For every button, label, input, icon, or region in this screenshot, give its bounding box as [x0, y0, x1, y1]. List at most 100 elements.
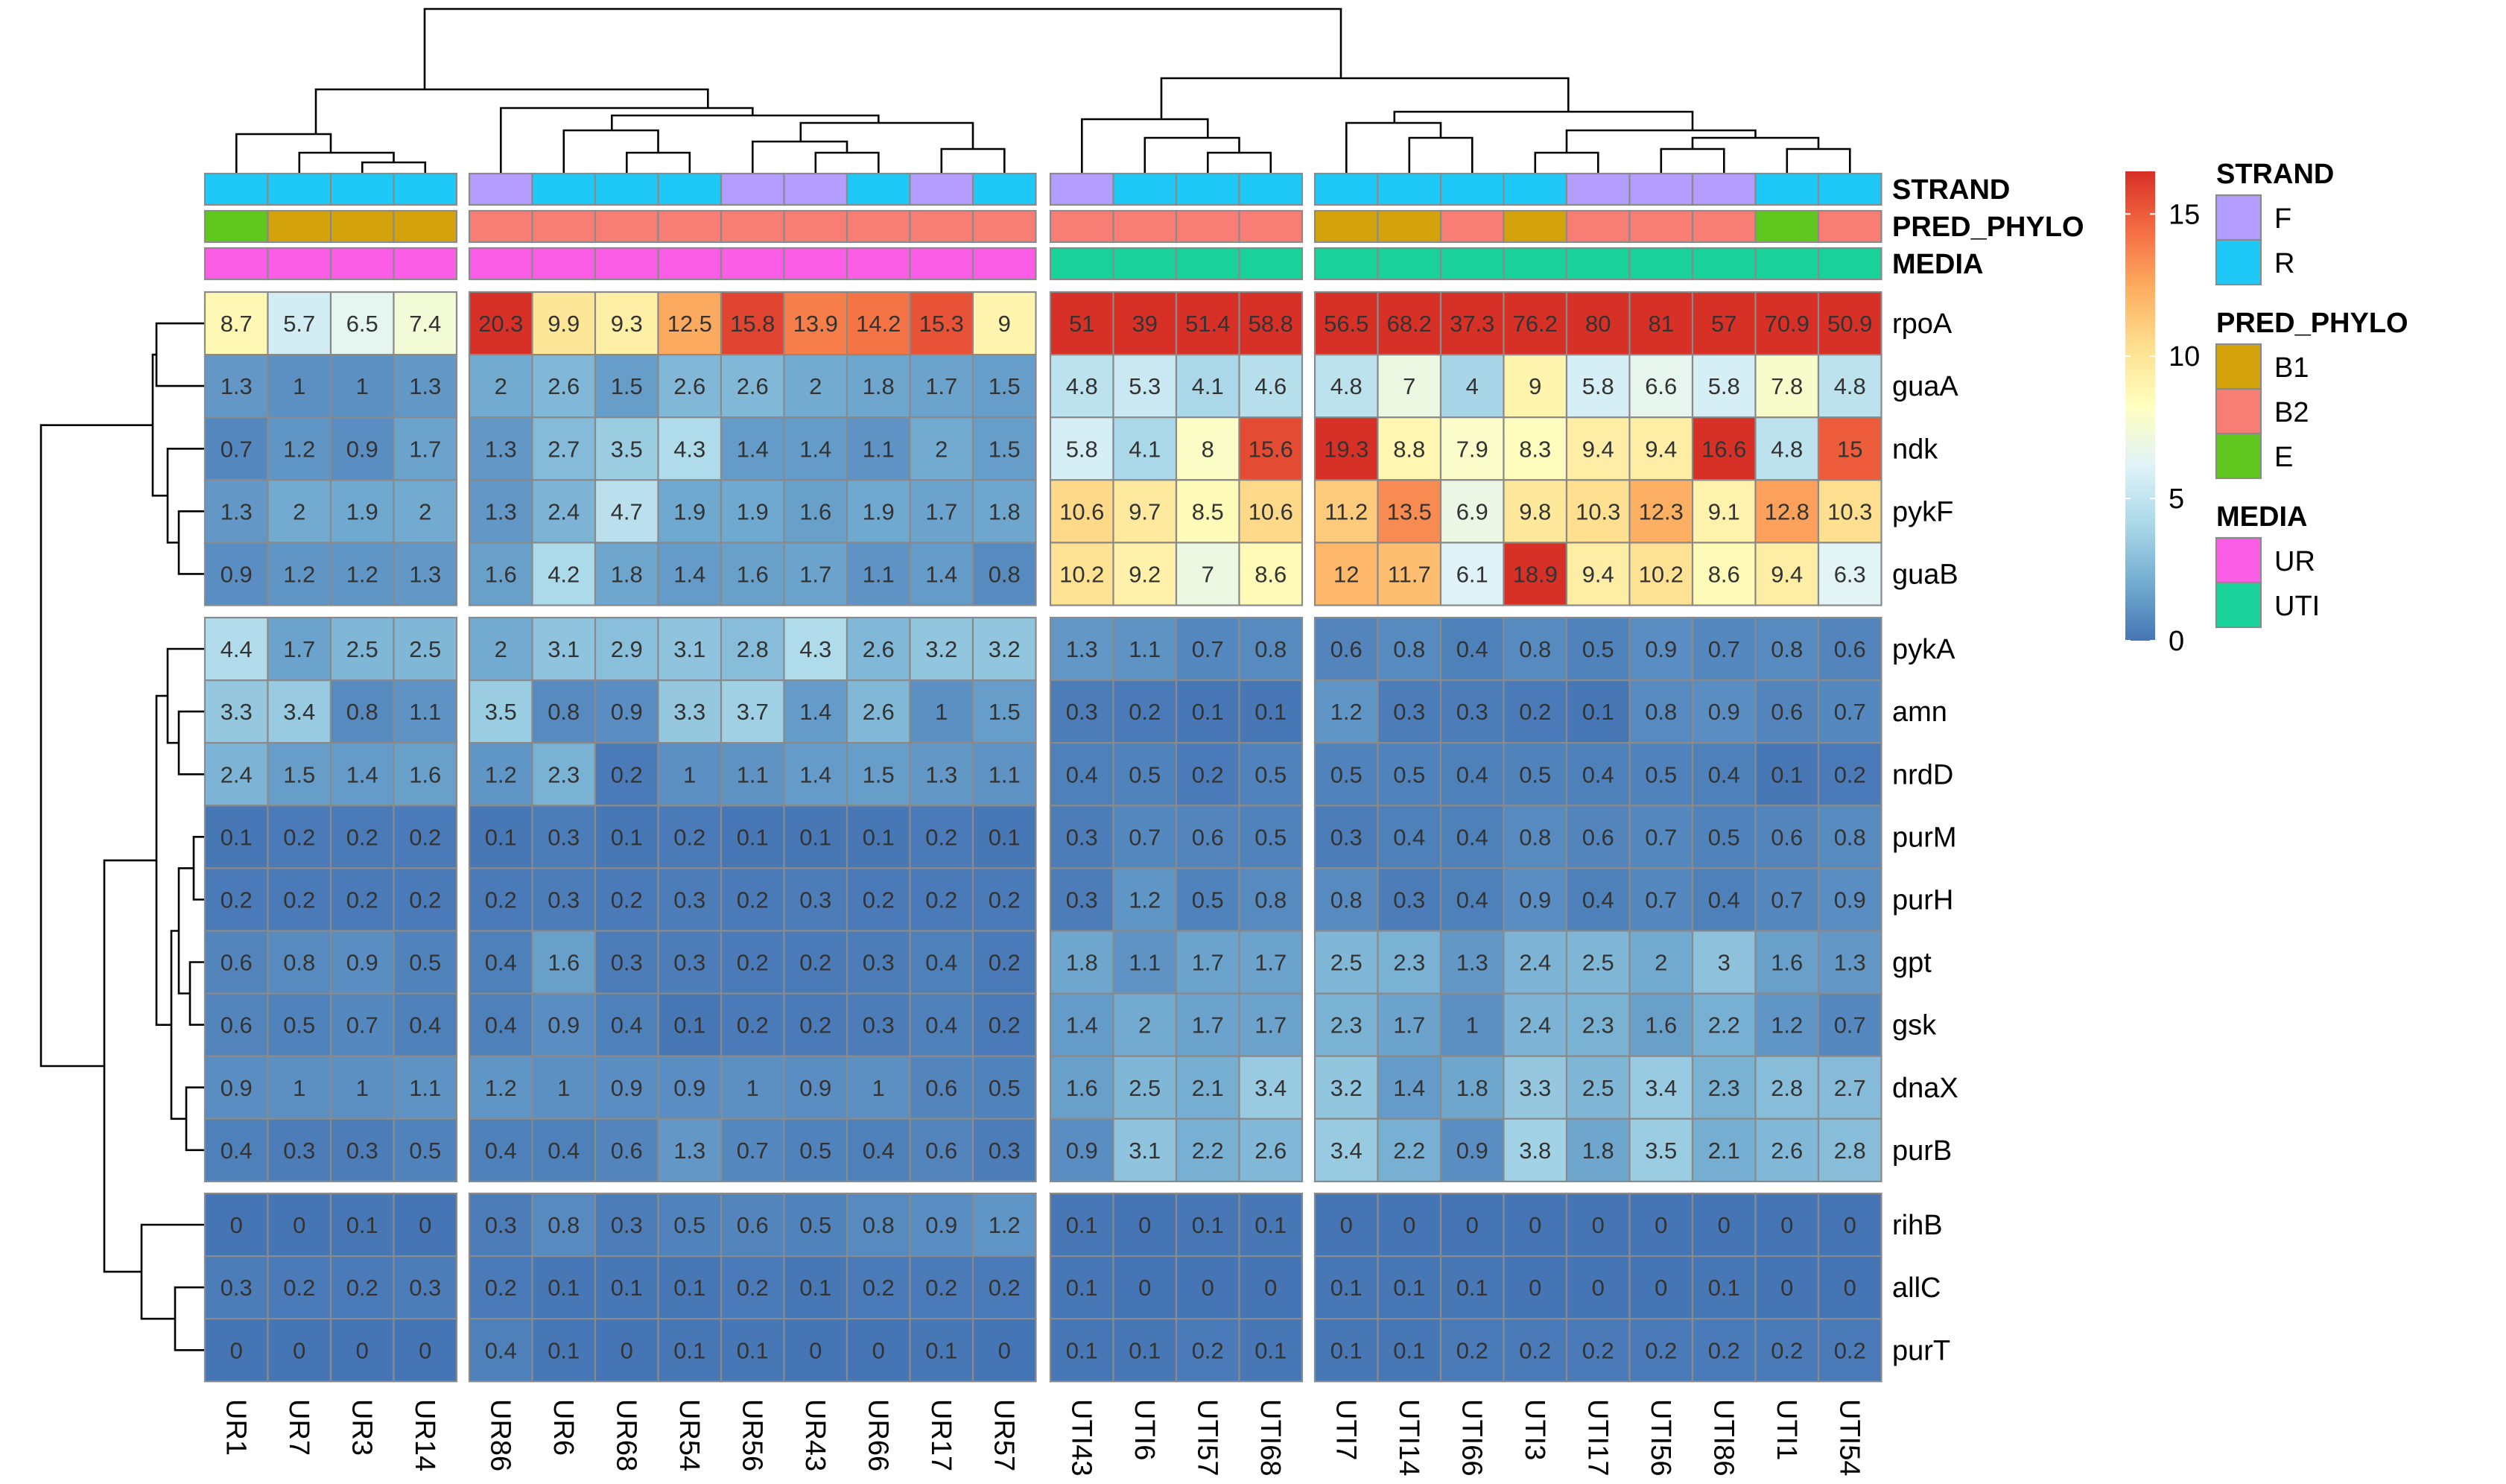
cell-value-label: 0.7	[1708, 636, 1740, 662]
cell-value-label: 0.6	[925, 1138, 957, 1164]
dendrogram-branch	[1081, 118, 1209, 174]
annotation-cell-pred-phylo	[1238, 209, 1304, 244]
cell-value-label: 0.8	[548, 1212, 580, 1238]
cell-value-label: 3.8	[1519, 1138, 1551, 1164]
cell-value-label: 0.4	[1456, 824, 1488, 850]
heatmap-cell	[594, 354, 659, 419]
cell-value-label: 1.9	[346, 498, 378, 524]
annotation-cell-pred-phylo	[1049, 209, 1114, 244]
annotation-cell-pred-phylo	[1377, 209, 1442, 244]
cell-value-label: 4.1	[1129, 436, 1161, 462]
cell-value-label: 0.1	[548, 1337, 580, 1363]
cell-value-label: 0.7	[1645, 824, 1677, 850]
cell-value-label: 0.6	[1582, 824, 1614, 850]
annotation-cell-media	[1049, 247, 1114, 281]
cell-value-label: 1	[872, 1075, 885, 1101]
cell-value-label: 1.2	[1771, 1012, 1803, 1039]
heatmap-cell	[657, 679, 723, 744]
heatmap-cell	[1238, 930, 1304, 995]
cell-value-label: 1.5	[611, 373, 643, 399]
heatmap-cell	[393, 1255, 458, 1320]
cell-value-label: 0.1	[611, 1275, 643, 1301]
cell-value-label: 2.5	[409, 636, 441, 662]
row-label-purM: purM	[1892, 822, 1957, 853]
row-label-amn: amn	[1892, 697, 1947, 728]
cell-value-label: 4.4	[221, 636, 253, 662]
column-labels: UR1 UR7 UR3 UR14 UR86 UR6 UR68 UR54 UR56 UR43 UR66…	[220, 1399, 1865, 1476]
heatmap-cell	[1503, 867, 1568, 932]
dendrogram-branch	[625, 151, 691, 174]
heatmap-cell	[468, 930, 533, 995]
heatmap-cell	[1313, 1117, 1379, 1183]
cell-value-label: 1.2	[485, 1075, 517, 1101]
cell-value-label: 3.1	[548, 636, 580, 662]
heatmap-cell	[783, 1255, 848, 1320]
heatmap-cell	[783, 992, 848, 1057]
dendrogram-branch	[192, 836, 205, 901]
cell-value-label: 6.9	[1456, 498, 1488, 524]
cell-value-label: 0.3	[1066, 887, 1098, 913]
cell-value-label: 1.3	[409, 561, 441, 587]
cell-value-label: 1.2	[1330, 699, 1363, 725]
cell-value-label: 0.7	[1192, 636, 1224, 662]
heatmap-cell	[1628, 1117, 1694, 1183]
heatmap-cell	[1049, 542, 1114, 606]
dendrogram-branch	[1160, 77, 1570, 119]
dendrogram-branch	[155, 322, 205, 387]
annotation-name-media: MEDIA	[1892, 249, 1983, 280]
annotation-cell-media	[267, 247, 332, 281]
heatmap-cell	[1377, 354, 1442, 419]
heatmap-cell	[203, 291, 269, 356]
row-dendrogram	[39, 322, 205, 1351]
heatmap-cell	[531, 542, 597, 606]
legend-swatch-r	[2215, 238, 2262, 286]
annotation-cell-pred-phylo	[267, 209, 332, 244]
legend-label-f: F	[2274, 203, 2291, 235]
heatmap-cell	[1313, 354, 1379, 419]
annotation-cell-media	[1691, 247, 1757, 281]
cell-value-label: 2.5	[1330, 950, 1363, 976]
cell-value-label: 0.2	[989, 887, 1021, 913]
heatmap-cell	[1049, 1117, 1114, 1183]
heatmap-cell	[468, 742, 533, 807]
column-label-UTI43: UTI43	[1065, 1399, 1097, 1476]
cell-value-label: 0.3	[1393, 887, 1425, 913]
cell-value-label: 0	[1780, 1275, 1793, 1301]
cell-value-label: 0.1	[1192, 699, 1224, 725]
heatmap-cell	[468, 1255, 533, 1320]
heatmap-cell	[1754, 354, 1820, 419]
cell-value-label: 1.7	[1254, 1012, 1287, 1039]
cell-value-label: 0.2	[1582, 1337, 1614, 1363]
column-label-UTI68: UTI68	[1254, 1399, 1286, 1476]
annotation-cell-strand	[657, 172, 723, 206]
heatmap-cell	[1112, 1192, 1178, 1258]
heatmap-cell	[393, 992, 458, 1057]
heatmap-cell	[1377, 930, 1442, 995]
heatmap-cell	[1377, 1117, 1442, 1183]
heatmap-cell	[657, 542, 723, 606]
cell-value-label: 0.2	[283, 887, 315, 913]
cell-value-label: 10.2	[1639, 561, 1684, 587]
cell-value-label: 0.8	[1393, 636, 1425, 662]
cell-value-label: 3.7	[737, 699, 769, 725]
heatmap-cell	[1503, 1055, 1568, 1120]
cell-value-label: 2.9	[611, 636, 643, 662]
cell-value-label: 20.3	[478, 311, 523, 337]
heatmap-cell	[1503, 1318, 1568, 1383]
heatmap-cell	[1691, 479, 1757, 544]
annotation-cell-media	[1439, 247, 1505, 281]
heatmap-cell	[1175, 1117, 1240, 1183]
heatmap-cell	[1313, 742, 1379, 807]
heatmap-cell	[1112, 616, 1178, 682]
cell-value-label: 0	[230, 1212, 243, 1238]
column-label-UR17: UR17	[925, 1399, 957, 1471]
heatmap-cell	[1628, 867, 1694, 932]
cell-value-label: 1.1	[863, 561, 895, 587]
cell-value-label: 0.2	[1519, 1337, 1551, 1363]
annotation-cell-strand	[1439, 172, 1505, 206]
column-label-UTI1: UTI1	[1771, 1399, 1802, 1460]
cell-value-label: 9.4	[1771, 561, 1803, 587]
heatmap-cell	[329, 742, 395, 807]
legend-title-media: MEDIA	[2216, 501, 2307, 533]
cell-value-label: 12.8	[1765, 498, 1809, 524]
